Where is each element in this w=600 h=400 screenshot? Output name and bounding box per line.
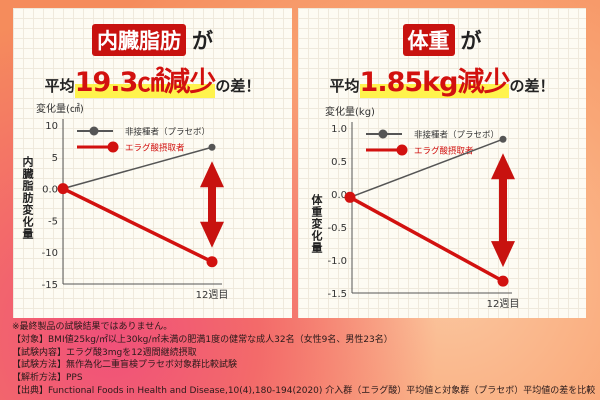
highlight-value: 19.3㎠減少 — [74, 67, 216, 98]
y-tick-label: 10 — [45, 121, 58, 132]
y-tick-label: -0.5 — [327, 223, 347, 234]
y-tick-label: -1.5 — [327, 289, 347, 300]
legend-label: 非接種者（プラセボ） — [125, 127, 210, 138]
series-line — [62, 146, 213, 190]
legend-marker — [107, 141, 119, 153]
y-tick-label: 0.0 — [42, 185, 58, 196]
footnote: 【試験内容】エラグ酸3mgを12週間継続摂取 — [12, 347, 197, 358]
x-tick-label: 12週目 — [487, 298, 520, 310]
data-point — [206, 256, 218, 268]
y-tick-label: -5 — [48, 216, 58, 227]
y-tick-label: 1.0 — [331, 124, 347, 135]
y-tick-label: 5 — [52, 153, 58, 164]
y-tick-label: -15 — [42, 280, 58, 291]
y-unit-label: 変化量(㎠) — [36, 102, 84, 115]
legend-marker — [89, 126, 99, 136]
footnote: 【対象】BMI値25kg/㎡以上30kg/㎡未満の肥満1度の健常な成人32名（女… — [12, 334, 393, 345]
heading-tag: 体重 — [402, 24, 455, 56]
heading-particle: が — [460, 29, 482, 53]
prefix: 平均 — [329, 77, 360, 95]
data-point — [497, 275, 509, 287]
y-axis-label: 体重変化量 — [310, 194, 323, 254]
data-point — [344, 191, 356, 203]
suffix: の差！ — [215, 77, 261, 95]
footnote: 【解析方法】PPS — [12, 373, 83, 384]
prefix: 平均 — [44, 77, 75, 95]
difference-arrow — [200, 161, 224, 248]
difference-arrow — [491, 153, 515, 268]
y-tick-label: -1.0 — [327, 256, 347, 267]
legend-label: エラグ酸摂取者 — [125, 143, 185, 154]
legend-marker — [396, 144, 408, 156]
y-axis-label: 内臓脂肪変化量 — [21, 156, 34, 240]
footnote: 【出典】Functional Foods in Health and Disea… — [12, 385, 596, 396]
data-point — [499, 135, 507, 143]
series-line — [349, 138, 504, 199]
legend-label: エラグ酸摂取者 — [414, 146, 474, 157]
data-point — [208, 143, 216, 151]
legend-marker — [378, 129, 388, 139]
data-point — [57, 183, 69, 195]
highlight-value: 1.85kg減少 — [359, 67, 510, 98]
series-line — [349, 195, 504, 283]
panel-subheading: 平均1.85kg減少の差！ — [298, 60, 586, 99]
heading-tag: 内臓脂肪 — [92, 24, 186, 56]
y-unit-label: 変化量(kg) — [325, 105, 375, 118]
footnote: ※最終製品の試験結果ではありません。 — [12, 322, 173, 332]
panel-subheading: 平均19.3㎠減少の差！ — [13, 60, 292, 99]
panel-heading: 体重が — [298, 24, 586, 56]
y-tick-label: 0.0 — [331, 190, 347, 201]
y-tick-label: -10 — [42, 248, 58, 259]
series-line — [62, 187, 213, 264]
panel-heading: 内臓脂肪が — [13, 24, 292, 56]
suffix: の差！ — [509, 77, 555, 95]
footnote: 【試験方法】無作為化二重盲検プラセボ対象群比較試験 — [12, 360, 238, 371]
x-tick-label: 12週目 — [196, 289, 229, 301]
y-tick-label: 0.5 — [331, 157, 347, 168]
footnotes: ※最終製品の試験結果ではありません。 【対象】BMI値25kg/㎡以上30kg/… — [12, 321, 595, 398]
legend-label: 非接種者（プラセボ） — [414, 130, 499, 141]
heading-particle: が — [192, 29, 213, 53]
